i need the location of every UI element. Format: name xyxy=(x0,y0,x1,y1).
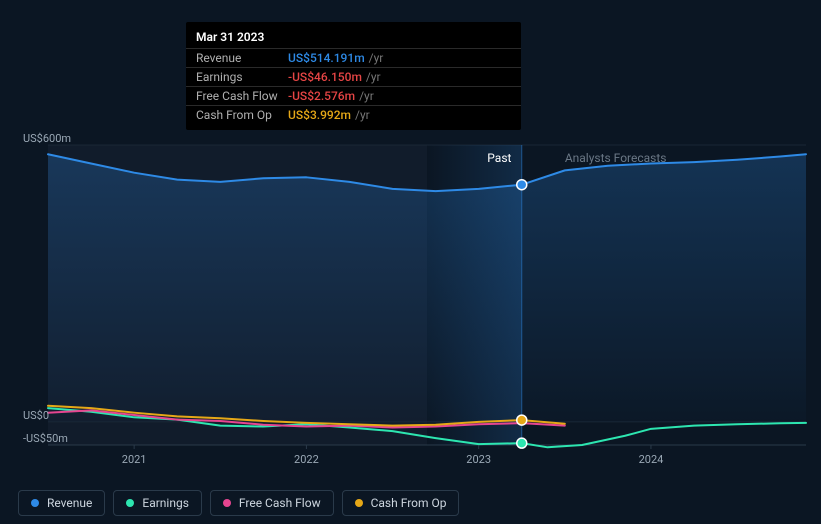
tooltip-date: Mar 31 2023 xyxy=(186,28,521,48)
tooltip-label: Earnings xyxy=(196,70,288,84)
legend-item[interactable]: Cash From Op xyxy=(342,490,460,516)
tooltip-unit: /yr xyxy=(366,70,381,84)
past-label: Past xyxy=(487,151,511,165)
legend-dot xyxy=(355,499,363,507)
y-axis-label: -US$50m xyxy=(23,432,68,445)
legend-dot xyxy=(223,499,231,507)
tooltip-row: Free Cash Flow-US$2.576m/yr xyxy=(186,86,521,105)
x-axis-label: 2024 xyxy=(639,453,664,466)
tooltip-value: US$514.191m xyxy=(288,51,365,65)
tooltip-unit: /yr xyxy=(369,51,384,65)
tooltip-row: RevenueUS$514.191m/yr xyxy=(186,48,521,67)
forecast-label: Analysts Forecasts xyxy=(565,151,667,165)
legend-dot xyxy=(126,499,134,507)
tooltip-unit: /yr xyxy=(359,89,374,103)
legend-label: Free Cash Flow xyxy=(239,496,321,510)
tooltip-label: Revenue xyxy=(196,51,288,65)
y-axis-label: US$600m xyxy=(23,132,71,145)
financials-chart: US$600m US$0 -US$50m 2021 2022 2023 2024 Past An… xyxy=(18,120,809,480)
legend-label: Earnings xyxy=(142,496,189,510)
chart-svg[interactable] xyxy=(18,120,809,480)
chart-tooltip: Mar 31 2023 RevenueUS$514.191m/yrEarning… xyxy=(186,22,521,130)
legend-item[interactable]: Earnings xyxy=(113,490,202,516)
legend-item[interactable]: Revenue xyxy=(18,490,105,516)
chart-legend: Revenue Earnings Free Cash Flow Cash From O… xyxy=(18,490,459,516)
legend-item[interactable]: Free Cash Flow xyxy=(210,490,334,516)
tooltip-value: -US$2.576m xyxy=(288,89,355,103)
legend-dot xyxy=(31,499,39,507)
tooltip-row: Earnings-US$46.150m/yr xyxy=(186,67,521,86)
x-axis-label: 2022 xyxy=(294,453,319,466)
legend-label: Cash From Op xyxy=(371,496,447,510)
x-axis-label: 2021 xyxy=(122,453,147,466)
tooltip-label: Free Cash Flow xyxy=(196,89,288,103)
legend-label: Revenue xyxy=(47,496,92,510)
x-axis-label: 2023 xyxy=(466,453,491,466)
tooltip-value: -US$46.150m xyxy=(288,70,362,84)
y-axis-label: US$0 xyxy=(23,409,49,422)
